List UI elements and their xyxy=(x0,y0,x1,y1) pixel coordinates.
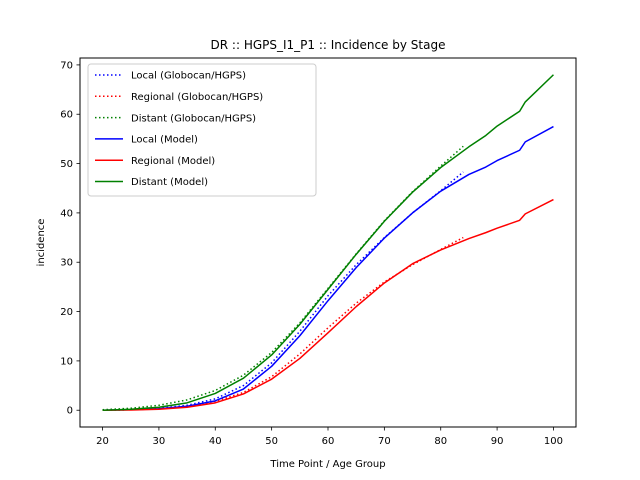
legend-label-3: Local (Model) xyxy=(131,135,198,146)
y-axis: 0 10 20 30 40 50 60 70 xyxy=(60,60,80,417)
x-tick-label-4: 60 xyxy=(322,436,335,447)
x-tick-label-1: 30 xyxy=(153,436,166,447)
chart-title: DR :: HGPS_I1_P1 :: Incidence by Stage xyxy=(211,38,446,52)
legend-box xyxy=(87,63,317,197)
y-tick-label-7: 70 xyxy=(60,60,73,71)
x-tick-label-0: 20 xyxy=(96,436,109,447)
x-tick-label-8: 100 xyxy=(544,436,563,447)
y-tick-label-2: 20 xyxy=(60,307,73,318)
x-tick-label-5: 70 xyxy=(378,436,391,447)
y-axis-label: incidence xyxy=(36,219,47,267)
x-axis-label: Time Point / Age Group xyxy=(269,459,385,470)
legend-label-2: Distant (Globocan/HGPS) xyxy=(131,113,256,124)
x-tick-label-7: 90 xyxy=(491,436,504,447)
y-tick-label-6: 60 xyxy=(60,110,73,121)
series-line-4 xyxy=(102,198,554,411)
x-tick-label-2: 40 xyxy=(209,436,222,447)
legend-label-4: Regional (Model) xyxy=(131,156,215,167)
y-tick-label-4: 40 xyxy=(60,208,73,219)
y-tick-label-3: 30 xyxy=(60,258,73,269)
plot-area xyxy=(102,74,554,411)
x-tick-label-6: 80 xyxy=(434,436,447,447)
y-tick-label-0: 0 xyxy=(67,406,73,417)
legend-label-0: Local (Globocan/HGPS) xyxy=(131,71,246,82)
x-axis: 20 30 40 50 60 70 80 90 100 xyxy=(96,427,563,447)
series-line-3 xyxy=(102,125,554,411)
series-line-2 xyxy=(102,145,464,411)
legend-label-5: Distant (Model) xyxy=(131,177,208,188)
y-tick-label-5: 50 xyxy=(60,159,73,170)
legend-label-1: Regional (Globocan/HGPS) xyxy=(131,92,263,103)
x-tick-label-3: 50 xyxy=(265,436,278,447)
y-tick-label-1: 10 xyxy=(60,356,73,367)
legend: Local (Globocan/HGPS) Regional (Globocan/… xyxy=(87,63,317,197)
series-line-5 xyxy=(102,74,554,411)
